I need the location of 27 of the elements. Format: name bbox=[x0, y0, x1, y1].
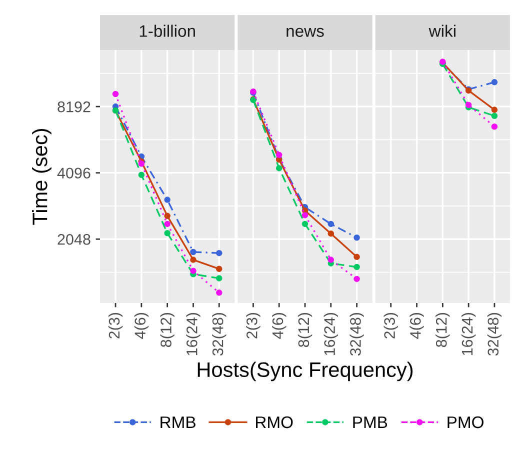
x-tick-label: 2(3) bbox=[246, 312, 260, 338]
x-tick-label: 16(24) bbox=[186, 312, 200, 356]
y-tick-label: 4096 bbox=[57, 168, 90, 179]
x-tick-label: 32(48) bbox=[212, 312, 226, 356]
x-tick-label: 4(6) bbox=[272, 312, 286, 339]
x-tick-label: 8(12) bbox=[436, 312, 450, 348]
chart-title: news bbox=[286, 28, 324, 37]
x-axis-title: Hosts(Sync Frequency) bbox=[198, 362, 413, 382]
x-tick-label: 4(6) bbox=[134, 312, 149, 339]
x-tick-label: 2(3) bbox=[384, 312, 398, 338]
x-tick-label: 16(24) bbox=[324, 312, 338, 356]
x-tick-label: 8(12) bbox=[160, 312, 174, 348]
x-tick-label: 4(6) bbox=[410, 312, 424, 339]
y-axis-title: Time (sec) bbox=[32, 128, 52, 225]
chart-title: wiki bbox=[428, 24, 456, 37]
legend-label: PMB bbox=[353, 416, 388, 428]
x-tick-label: 32(48) bbox=[350, 312, 364, 356]
x-tick-label: 32(48) bbox=[487, 312, 502, 356]
chart-title: 1-billion bbox=[140, 24, 195, 37]
x-tick-label: 16(24) bbox=[461, 312, 476, 356]
y-tick-label: 2048 bbox=[58, 234, 90, 245]
x-tick-label: 8(12) bbox=[298, 312, 312, 348]
x-tick-label: 2(3) bbox=[108, 312, 123, 338]
legend-label: RMO bbox=[256, 416, 293, 428]
y-tick-label: 8192 bbox=[58, 101, 90, 112]
legend-label: PMO bbox=[448, 416, 484, 428]
legend-label: RMB bbox=[160, 416, 196, 428]
